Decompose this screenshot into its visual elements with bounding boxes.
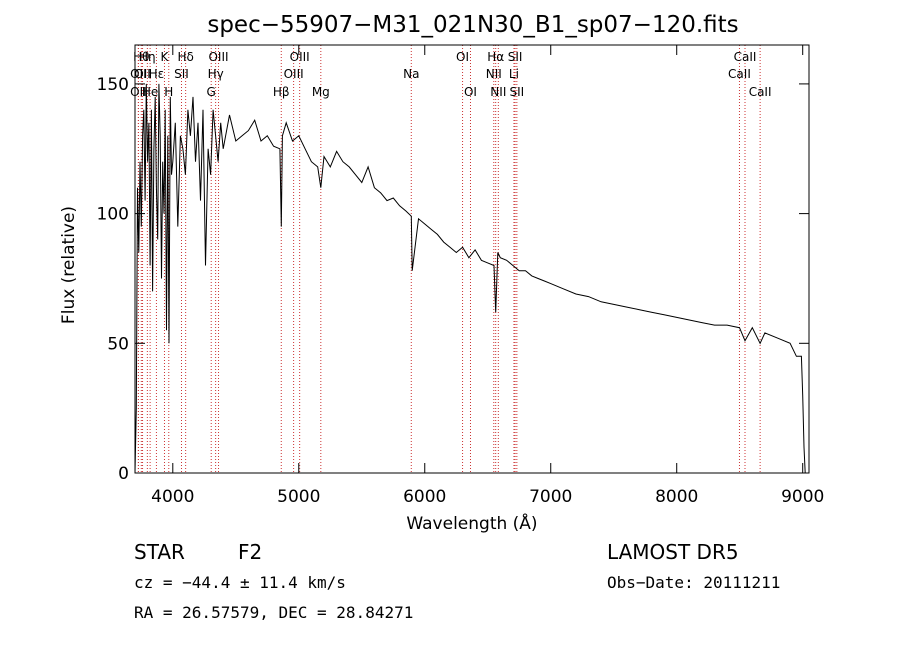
line-label-19: OI: [456, 50, 469, 64]
y-axis-label: Flux (relative): [59, 206, 79, 324]
ra-dec: RA = 26.57579, DEC = 28.84271: [134, 603, 414, 622]
line-label-10: SII: [174, 67, 189, 81]
x-tick-label-2: 6000: [403, 487, 446, 507]
redshift-cz: cz = −44.4 ± 11.4 km/s: [134, 573, 346, 592]
line-label-26: SII: [509, 85, 524, 99]
line-label-3: Hη: [139, 50, 156, 64]
line-label-15: OIII: [284, 67, 304, 81]
x-tick-label-0: 4000: [151, 487, 194, 507]
survey-name: LAMOST DR5: [607, 540, 739, 564]
line-label-12: Hγ: [208, 67, 224, 81]
chart-title: spec−55907−M31_021N30_B1_sp07−120.fits: [207, 12, 738, 38]
line-label-21: Hα: [487, 50, 504, 64]
line-label-1: OII: [130, 67, 147, 81]
x-axis-label: Wavelength (Å): [406, 512, 537, 534]
line-label-0: Hθ: [133, 50, 149, 64]
line-label-11: OIII: [208, 50, 228, 64]
line-label-29: CaII: [749, 85, 772, 99]
line-labels: HθOIIOIIHηOIIHeKHεHHδSIIOIIIHγGOIIIOIIIH…: [130, 50, 771, 99]
y-tick-label-3: 150: [97, 75, 129, 95]
line-label-16: Hβ: [273, 85, 290, 99]
axis-ticks: 4000 5000 6000 7000 8000 9000 0 50 100 150: [97, 45, 824, 507]
line-label-27: CaII: [734, 50, 757, 64]
y-tick-label-1: 50: [107, 334, 129, 354]
line-label-25: Li: [509, 67, 519, 81]
x-tick-label-3: 7000: [529, 487, 572, 507]
line-label-17: Mg: [312, 85, 330, 99]
x-tick-label-1: 5000: [277, 487, 320, 507]
line-label-9: Hδ: [177, 50, 193, 64]
object-class: STAR: [134, 540, 185, 564]
line-label-23: NII: [490, 85, 506, 99]
object-subclass: F2: [238, 540, 263, 564]
spectral-line-markers: [137, 45, 761, 473]
observation-date: Obs−Date: 20111211: [607, 573, 781, 592]
line-label-8: H: [164, 85, 173, 99]
y-tick-label-2: 100: [97, 205, 129, 225]
line-label-6: K: [161, 50, 170, 64]
line-label-14: OIII: [290, 50, 310, 64]
y-tick-label-0: 0: [118, 464, 129, 484]
x-tick-label-5: 9000: [781, 487, 824, 507]
line-label-5: He: [142, 85, 158, 99]
spectrum-line: [134, 83, 806, 474]
plot-frame: [134, 44, 810, 474]
line-label-7: Hε: [149, 67, 165, 81]
line-label-13: G: [207, 85, 216, 99]
line-label-28: CaII: [728, 67, 751, 81]
line-label-18: Na: [403, 67, 419, 81]
line-label-22: NII: [486, 67, 502, 81]
line-label-20: OI: [464, 85, 477, 99]
x-tick-label-4: 8000: [655, 487, 698, 507]
line-label-24: SII: [508, 50, 523, 64]
line-label-4: OII: [134, 67, 151, 81]
line-label-2: OII: [130, 85, 147, 99]
